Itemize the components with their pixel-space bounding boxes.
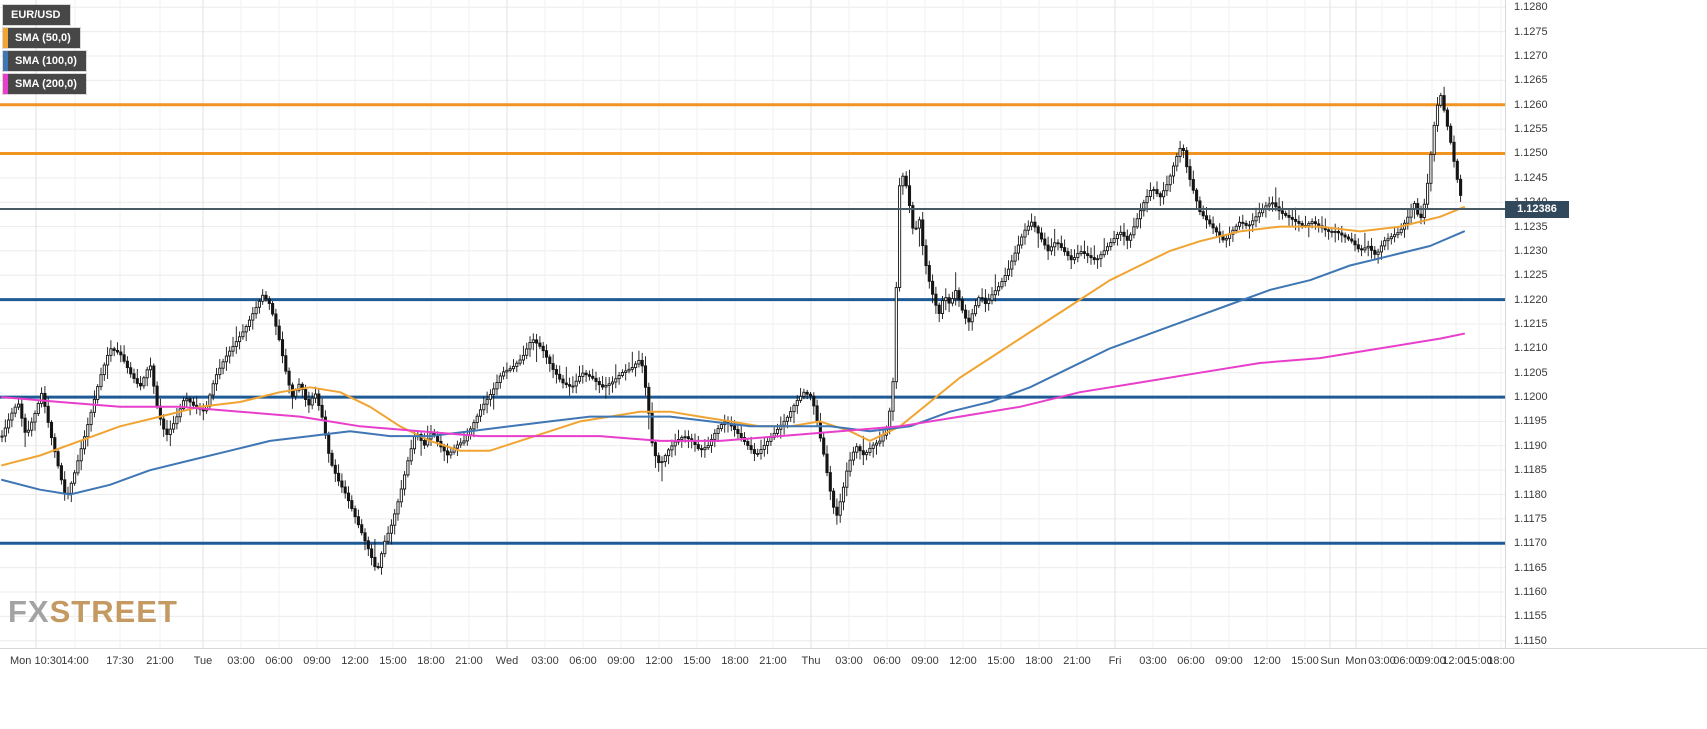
time-axis-label: 18:00 xyxy=(417,655,445,667)
price-axis-label: 1.1260 xyxy=(1514,98,1548,111)
time-axis-label: 15:00 xyxy=(1291,655,1319,667)
time-axis-label: 21:00 xyxy=(759,655,787,667)
time-axis-label: 18:00 xyxy=(1025,655,1053,667)
time-axis-label: Thu xyxy=(801,655,821,667)
fxstreet-logo-fx: FX xyxy=(8,594,50,629)
price-axis[interactable]: 1.1280 1.1275 1.1270 1.1265 1.1260 1.1255 1.12… xyxy=(1505,0,1707,648)
price-axis-label: 1.1170 xyxy=(1514,537,1547,550)
time-axis-label: 15:00 xyxy=(987,655,1015,667)
price-axis-label: 1.1250 xyxy=(1514,147,1548,160)
time-axis-label: 09:00 xyxy=(607,655,635,667)
sma200-color-stripe xyxy=(3,74,8,94)
price-axis-label: 1.1150 xyxy=(1514,634,1547,647)
legend: EUR/USD SMA (50,0) SMA (100,0) SMA (200,… xyxy=(3,5,86,94)
time-axis-label: Sun xyxy=(1320,655,1340,667)
sma100-color-stripe xyxy=(3,51,8,71)
price-axis-label: 1.1180 xyxy=(1514,488,1547,501)
time-axis-label: 15:00 xyxy=(683,655,711,667)
price-axis-label: 1.1155 xyxy=(1514,610,1547,623)
time-axis-label: 03:00 xyxy=(227,655,255,667)
symbol-badge[interactable]: EUR/USD xyxy=(3,5,70,25)
price-axis-label: 1.1255 xyxy=(1514,123,1548,136)
time-axis-label: 06:00 xyxy=(265,655,293,667)
indicator-badge-sma50[interactable]: SMA (50,0) xyxy=(3,28,80,48)
time-axis-label: 09:00 xyxy=(911,655,939,667)
time-axis-label: 09:00 xyxy=(1418,655,1446,667)
sma100-label: SMA (100,0) xyxy=(15,55,77,67)
time-axis-label: Fri xyxy=(1108,655,1122,667)
price-axis-label: 1.1245 xyxy=(1514,171,1548,184)
time-axis-label: 03:00 xyxy=(835,655,863,667)
time-axis-label: Mon 10:30 xyxy=(10,655,62,667)
fxstreet-watermark: FXSTREET xyxy=(8,594,178,630)
price-axis-label: 1.1220 xyxy=(1514,293,1548,306)
time-axis-label: Wed xyxy=(495,655,519,667)
indicator-badge-sma100[interactable]: SMA (100,0) xyxy=(3,51,86,71)
price-axis-label: 1.1225 xyxy=(1514,269,1548,282)
price-axis-label: 1.1160 xyxy=(1514,585,1547,598)
time-axis-label: 12:00 xyxy=(341,655,369,667)
symbol-label: EUR/USD xyxy=(11,9,61,21)
time-axis-label: 12:00 xyxy=(645,655,673,667)
price-axis-label: 1.1175 xyxy=(1514,512,1547,525)
price-axis-label: 1.1165 xyxy=(1514,561,1547,574)
time-axis-label: 03:00 xyxy=(1368,655,1396,667)
time-axis-label: 15:00 xyxy=(379,655,407,667)
sma-line-1 xyxy=(1,230,1465,496)
price-axis-label: 1.1215 xyxy=(1514,318,1548,330)
time-axis-label: 18:00 xyxy=(1487,655,1515,667)
time-axis-label: 09:00 xyxy=(1215,655,1243,667)
price-chart-plot[interactable] xyxy=(0,0,1505,648)
indicator-badge-sma200[interactable]: SMA (200,0) xyxy=(3,74,86,94)
price-axis-label: 1.1230 xyxy=(1514,244,1548,257)
time-axis-label: 06:00 xyxy=(1177,655,1205,667)
price-axis-label: 1.1275 xyxy=(1514,25,1548,38)
price-axis-label: 1.1265 xyxy=(1514,74,1548,87)
time-axis-label: 06:00 xyxy=(1393,655,1421,667)
price-axis-label: 1.1190 xyxy=(1514,439,1547,452)
time-axis-label: 03:00 xyxy=(531,655,559,667)
time-axis-label: 12:00 xyxy=(1442,655,1470,667)
time-axis-label: 06:00 xyxy=(873,655,901,667)
last-price-badge: 1.12386 xyxy=(1505,200,1569,218)
time-axis-label: 15:00 xyxy=(1465,655,1493,667)
time-axis-label: 21:00 xyxy=(455,655,483,667)
sma50-label: SMA (50,0) xyxy=(15,32,71,44)
time-axis-label: 09:00 xyxy=(303,655,331,667)
time-axis-label: 17:30 xyxy=(106,655,134,667)
time-axis-label: 21:00 xyxy=(146,655,174,667)
sma-line-2 xyxy=(1,332,1465,442)
price-axis-label: 1.1210 xyxy=(1514,342,1548,355)
candles[interactable] xyxy=(0,86,1463,575)
price-axis-label: 1.1200 xyxy=(1514,391,1548,404)
time-axis-label: 03:00 xyxy=(1139,655,1167,667)
time-axis-label: Mon xyxy=(1345,655,1367,667)
price-axis-label: 1.1235 xyxy=(1514,220,1548,233)
price-axis-label: 1.1195 xyxy=(1514,415,1547,428)
sma-line-0 xyxy=(1,206,1465,467)
fxstreet-logo-street: STREET xyxy=(49,594,178,629)
time-axis-label: Tue xyxy=(193,655,213,667)
price-axis-label: 1.1185 xyxy=(1514,464,1547,477)
price-axis-label: 1.1280 xyxy=(1514,1,1548,14)
time-axis-label: 14:00 xyxy=(61,655,89,667)
time-axis-label: 12:00 xyxy=(949,655,977,667)
sma200-label: SMA (200,0) xyxy=(15,78,77,90)
price-axis-label: 1.1270 xyxy=(1514,50,1548,63)
gridlines xyxy=(0,0,1505,648)
time-axis-label: 12:00 xyxy=(1253,655,1281,667)
time-axis[interactable]: Mon 10:30 14:00 17:30 21:00 Tue 03:00 06:00 09:… xyxy=(0,648,1707,729)
time-axis-label: 06:00 xyxy=(569,655,597,667)
price-axis-label: 1.1205 xyxy=(1514,366,1548,379)
sma50-color-stripe xyxy=(3,28,8,48)
time-axis-label: 21:00 xyxy=(1063,655,1091,667)
time-axis-label: 18:00 xyxy=(721,655,749,667)
